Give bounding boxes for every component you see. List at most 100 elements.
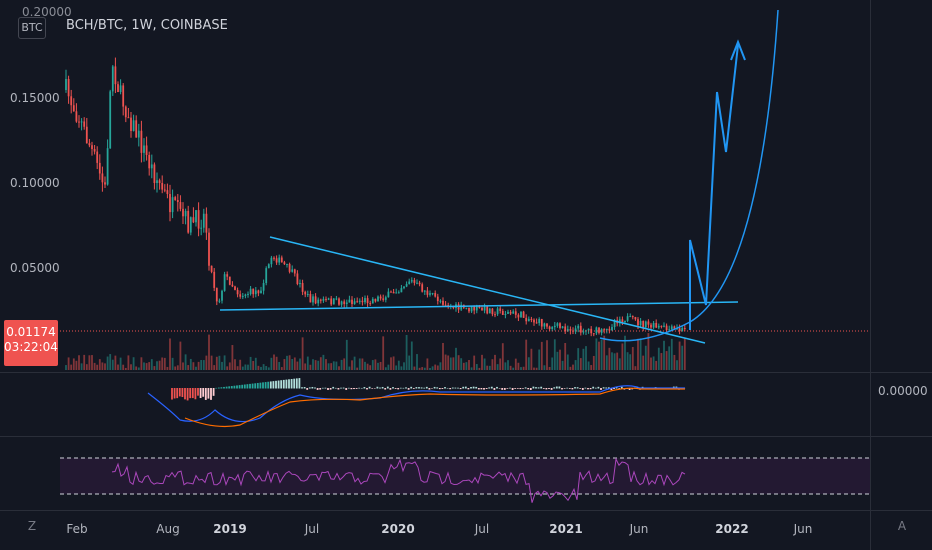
volume-bar <box>429 367 431 370</box>
candle-body <box>634 317 637 320</box>
candle-body <box>603 329 606 331</box>
volume-bar <box>431 366 434 370</box>
volume-bar <box>655 360 658 370</box>
candle-body <box>296 273 299 284</box>
candle-body <box>611 327 613 331</box>
volume-bar <box>426 358 429 370</box>
pane-divider-main[interactable] <box>0 372 932 373</box>
candle-body <box>205 213 208 233</box>
chart-canvas[interactable] <box>60 0 870 515</box>
candle-body <box>405 283 408 287</box>
volume-bar <box>239 359 242 370</box>
volume-bar <box>582 348 585 370</box>
volume-bar <box>449 357 452 370</box>
candle-body <box>475 306 478 311</box>
volume-bar <box>395 365 398 370</box>
timezone-button[interactable]: Z <box>27 519 37 533</box>
volume-bar <box>587 361 590 370</box>
volume-bar <box>257 365 260 370</box>
candle-body <box>137 130 140 138</box>
candle-body <box>507 311 509 314</box>
candle-body <box>286 263 288 265</box>
candle-body <box>161 183 164 190</box>
candle-body <box>488 308 491 314</box>
volume-bar <box>197 361 200 370</box>
candle-body <box>444 304 447 306</box>
volume-bar <box>314 360 317 370</box>
volume-bar <box>585 346 587 370</box>
candle-body <box>88 143 91 146</box>
volume-bar <box>540 341 543 370</box>
volume-bar <box>231 345 234 370</box>
volume-bar <box>260 366 262 370</box>
candle-body <box>67 79 70 97</box>
volume-bar <box>205 355 208 370</box>
candle-body <box>109 91 112 149</box>
candle-body <box>104 182 106 185</box>
candle-body <box>535 322 538 324</box>
candle-body <box>156 180 158 184</box>
volume-bar <box>522 366 525 370</box>
volume-bar <box>247 364 249 370</box>
macd-histogram-bar <box>527 388 530 390</box>
candle-body <box>595 327 598 334</box>
volume-bar <box>436 365 439 370</box>
macd-histogram-bar <box>376 386 379 389</box>
macd-histogram-bar <box>483 388 485 390</box>
time-label: Jul <box>474 522 490 536</box>
candle-body <box>548 326 551 329</box>
macd-histogram-bar <box>545 388 548 390</box>
volume-bar <box>176 365 179 370</box>
candle-body <box>377 296 379 302</box>
candle-body <box>371 298 374 304</box>
candle-body <box>254 290 257 295</box>
volume-bar <box>501 343 504 370</box>
macd-histogram-bar <box>293 378 296 389</box>
candle-body <box>522 311 525 318</box>
macd-histogram-bar <box>210 388 212 400</box>
volume-bar <box>442 342 444 370</box>
candle-body <box>262 283 265 291</box>
volume-bar <box>249 356 252 370</box>
candle-body <box>569 329 572 331</box>
candle-body <box>384 297 387 300</box>
volume-bar <box>668 346 671 370</box>
volume-bar <box>117 364 119 370</box>
volume-bar <box>616 352 619 370</box>
volume-bar <box>163 357 166 370</box>
candle-body <box>637 319 639 326</box>
last-price-tag: 0.01174 03:22:04 <box>4 320 58 366</box>
candle-body <box>304 291 307 295</box>
candle-body <box>624 320 626 323</box>
macd-histogram-bar <box>498 388 501 389</box>
volume-bar <box>234 359 236 370</box>
candle-body <box>470 306 473 312</box>
volume-bar <box>408 355 411 370</box>
macd-histogram-bar <box>223 386 225 389</box>
volume-bar <box>595 338 598 370</box>
macd-histogram-bar <box>618 388 621 389</box>
macd-histogram-bar <box>477 388 480 390</box>
candle-body <box>148 154 151 169</box>
candle-body <box>494 314 496 316</box>
volume-bar <box>642 355 645 370</box>
volume-bar <box>130 364 132 370</box>
candle-body <box>117 84 119 92</box>
volume-bar <box>535 367 538 370</box>
candle-body <box>249 288 252 294</box>
currency-badge[interactable]: BTC <box>18 17 46 39</box>
macd-histogram-bar <box>444 387 446 389</box>
volume-bar <box>98 359 101 370</box>
volume-bar <box>169 338 171 370</box>
macd-signal-line <box>184 387 685 428</box>
pane-divider-macd[interactable] <box>0 436 932 437</box>
candle-body <box>106 148 109 185</box>
volume-bar <box>574 360 577 370</box>
macd-histogram-bar <box>470 387 472 389</box>
volume-bar <box>208 334 210 370</box>
volume-bar <box>421 367 424 370</box>
candle-body <box>418 282 421 285</box>
candle-body <box>665 325 668 331</box>
macd-histogram-bar <box>243 384 246 389</box>
auto-scale-button[interactable]: A <box>897 519 907 533</box>
